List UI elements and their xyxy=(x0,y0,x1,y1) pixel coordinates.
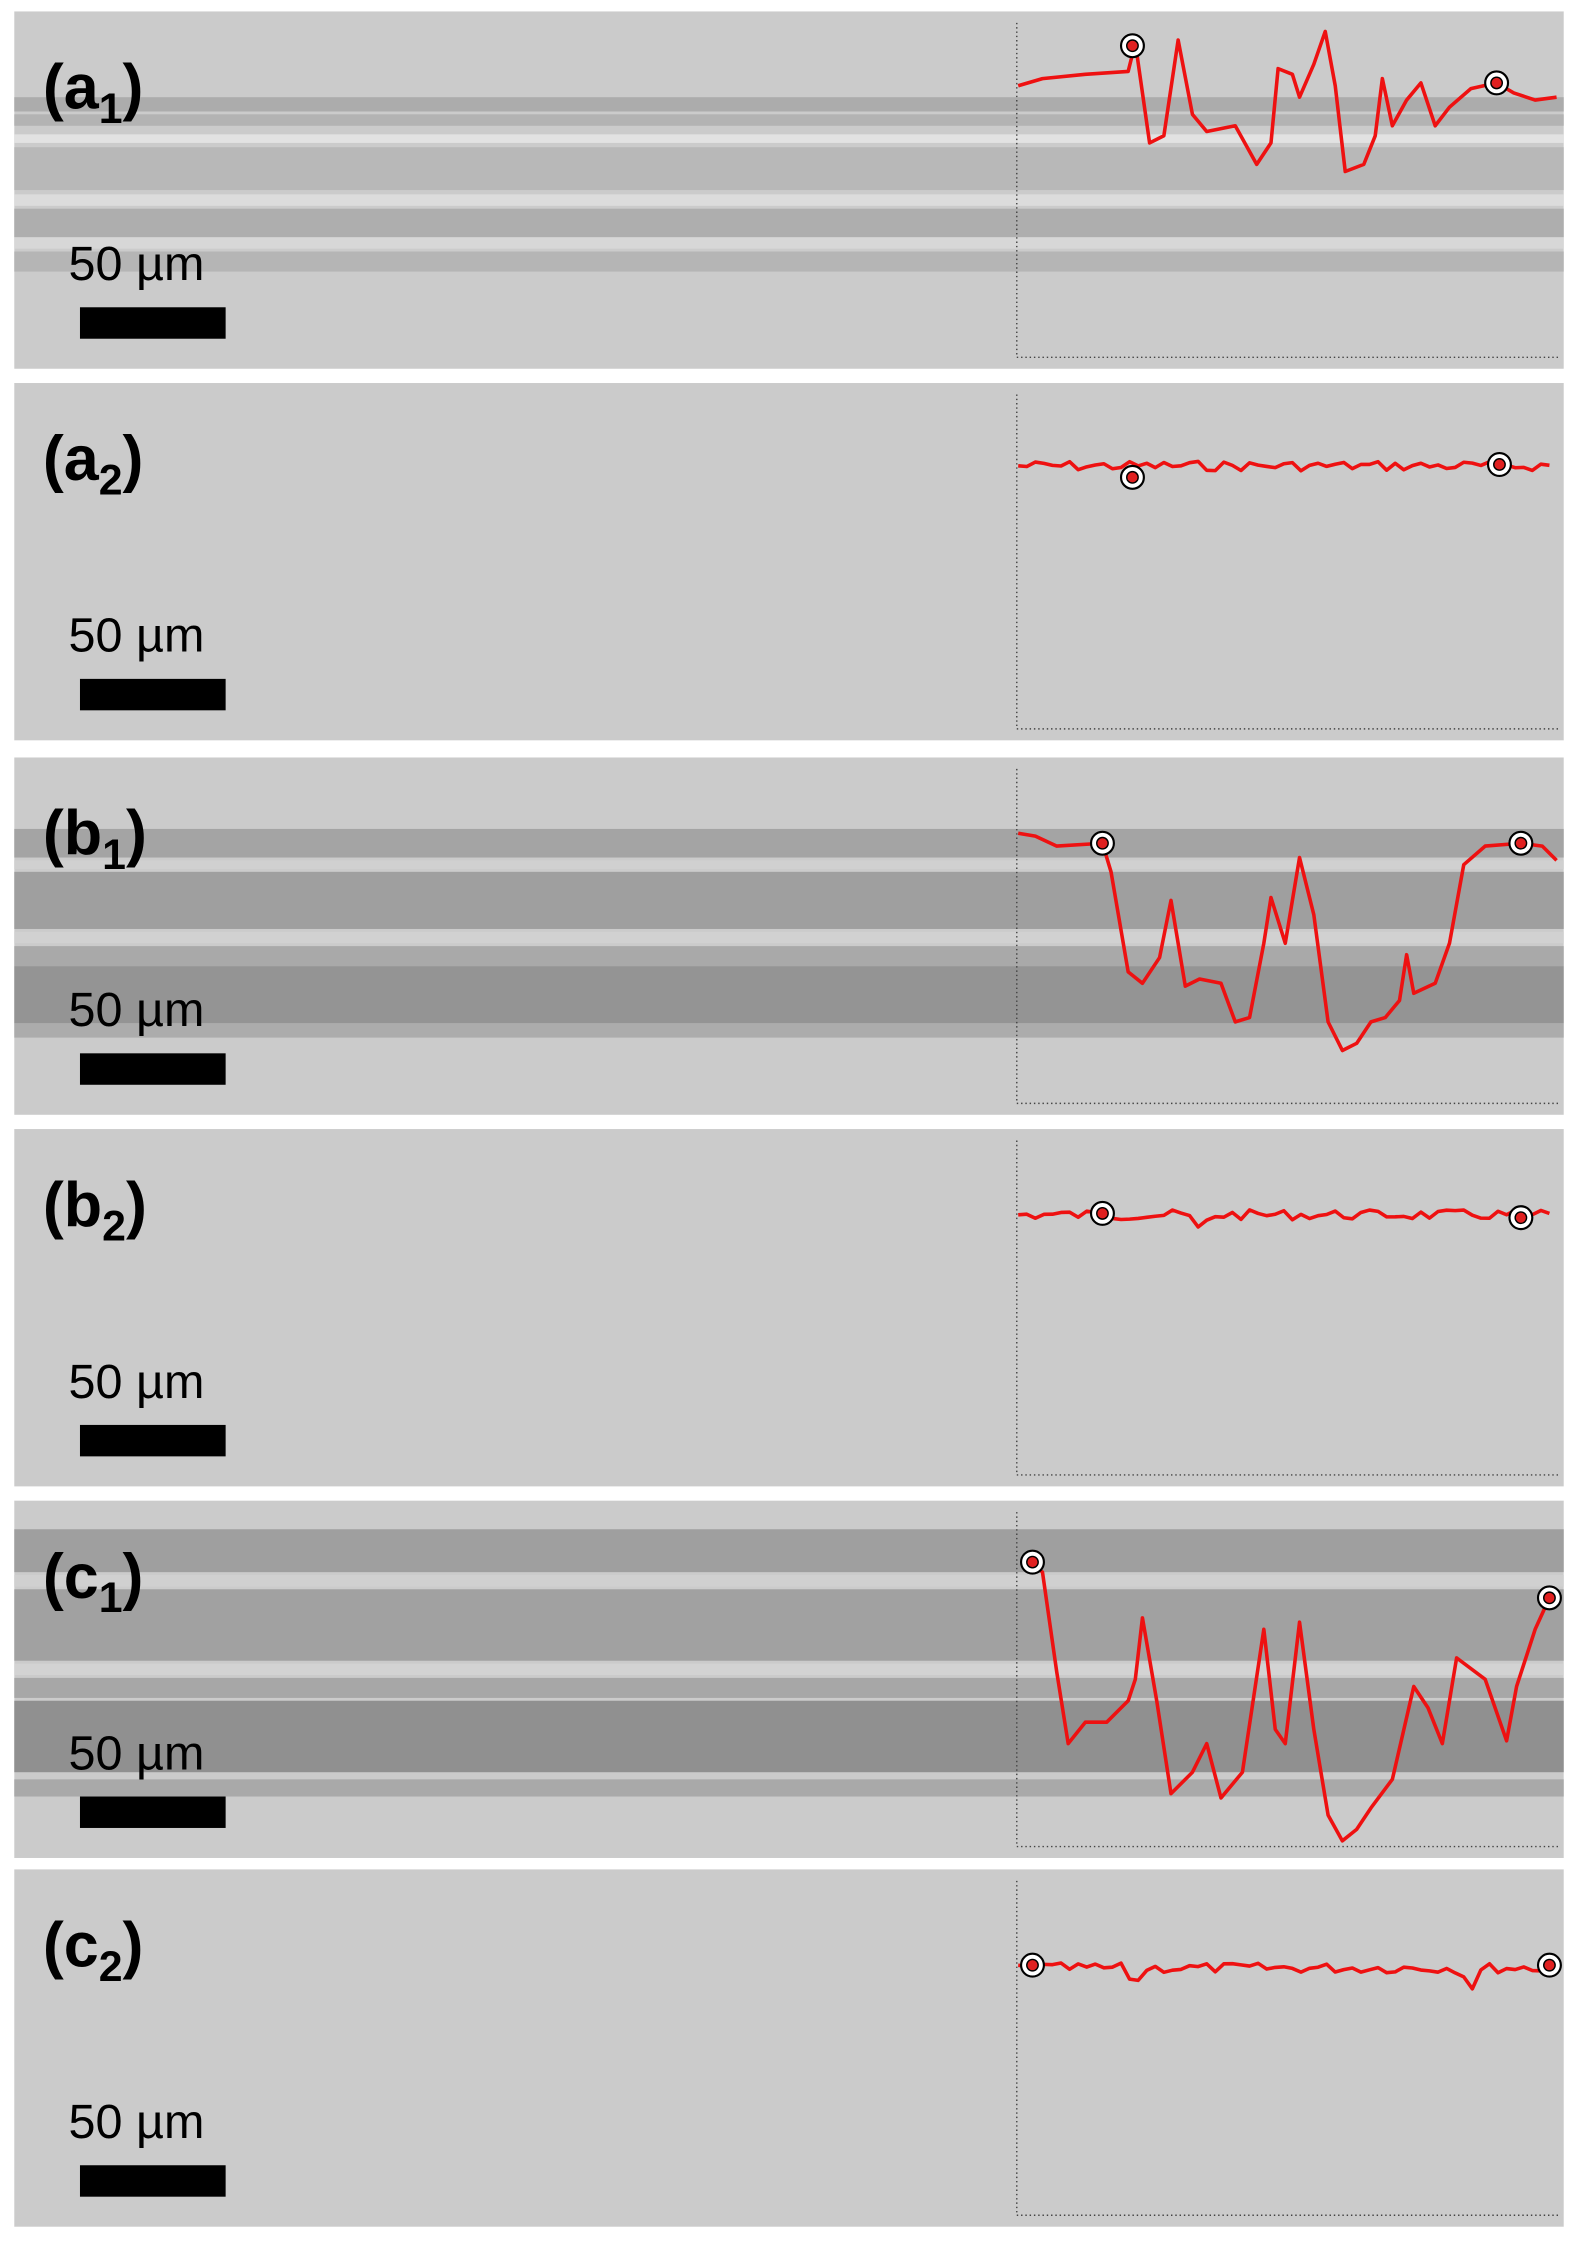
scale-bar-label: 50 µm xyxy=(69,1355,205,1409)
label-subscript: 1 xyxy=(99,85,123,133)
groove-stripe xyxy=(14,966,1564,1024)
profile-marker-dot xyxy=(1493,458,1506,471)
groove-stripe xyxy=(14,1677,1564,1698)
groove-stripe xyxy=(14,871,1564,929)
groove-stripe xyxy=(14,237,1564,249)
profile-marker-dot xyxy=(1026,1555,1039,1569)
profile-marker-dot xyxy=(1026,1958,1039,1972)
profile-marker-dot xyxy=(1543,1958,1556,1972)
micrograph xyxy=(14,383,1564,741)
panel-label: (a2) xyxy=(43,424,144,504)
label-close: ) xyxy=(123,1542,144,1612)
panel-label: (b2) xyxy=(43,1170,147,1250)
groove-stripe xyxy=(14,1574,1564,1587)
profile-line xyxy=(1018,459,1550,473)
panel-label: (b1) xyxy=(43,799,147,879)
panel: (b1) 50 µm xyxy=(14,757,1564,1115)
panel-label: (c1) xyxy=(43,1542,144,1622)
profile-line xyxy=(1027,1559,1552,1843)
label-subscript: 2 xyxy=(102,1203,126,1251)
groove-stripe xyxy=(14,828,1564,858)
profile-line xyxy=(1017,831,1558,1053)
groove-stripe xyxy=(14,208,1564,238)
scale-bar-label: 50 µm xyxy=(69,2095,205,2149)
scale-bar-label: 50 µm xyxy=(69,983,205,1037)
groove-stripe xyxy=(14,1779,1564,1797)
groove-stripe xyxy=(14,134,1564,143)
label-close: ) xyxy=(123,424,144,494)
groove-stripe xyxy=(14,1023,1564,1038)
scale-bar-label: 50 µm xyxy=(69,609,205,663)
groove-stripe xyxy=(14,147,1564,191)
panel-label: (c2) xyxy=(43,1911,144,1991)
profile-marker-dot xyxy=(1514,1211,1528,1225)
panel: (c2) 50 µm xyxy=(14,1869,1564,2227)
label-close: ) xyxy=(126,799,147,869)
profile-marker-dot xyxy=(1543,1591,1556,1605)
label-letter: (b xyxy=(43,799,102,869)
label-letter: (b xyxy=(43,1170,102,1240)
label-close: ) xyxy=(126,1170,147,1240)
groove-stripe xyxy=(14,251,1564,272)
groove-stripe xyxy=(14,860,1564,869)
label-letter: (c xyxy=(43,1911,99,1981)
label-letter: (a xyxy=(43,424,100,494)
profile-line xyxy=(1017,29,1557,174)
scale-bar xyxy=(79,307,226,339)
profile-marker-dot xyxy=(1096,836,1109,850)
groove-stripe xyxy=(14,946,1564,967)
label-close: ) xyxy=(123,1911,144,1981)
profile-marker-dot xyxy=(1126,39,1139,53)
scale-bar xyxy=(79,1796,226,1828)
groove-stripe xyxy=(14,1529,1564,1573)
groove-stripe xyxy=(14,194,1564,206)
groove-stripe xyxy=(14,1700,1564,1773)
profile-marker-dot xyxy=(1096,1206,1109,1220)
label-subscript: 2 xyxy=(99,456,123,504)
label-letter: (a xyxy=(43,53,100,123)
profile-marker-dot xyxy=(1126,470,1139,484)
profile-marker-dot xyxy=(1514,836,1528,850)
groove-stripe xyxy=(14,97,1564,112)
scale-bar xyxy=(79,1424,226,1457)
scale-bar xyxy=(79,678,226,711)
panel: (c1) 50 µm xyxy=(14,1500,1564,1858)
label-subscript: 1 xyxy=(102,831,126,879)
groove-stripe xyxy=(14,931,1564,944)
scale-bar-label: 50 µm xyxy=(69,237,205,291)
scale-bar xyxy=(79,2165,226,2197)
label-letter: (c xyxy=(43,1542,99,1612)
profile-marker-dot xyxy=(1490,76,1504,90)
panel-label: (a1) xyxy=(43,53,144,133)
scale-bar xyxy=(79,1053,226,1085)
panel: (b2) 50 µm xyxy=(14,1129,1564,1487)
profile-line xyxy=(1018,1961,1550,1991)
groove-stripe xyxy=(14,1589,1564,1661)
groove-stripe xyxy=(14,1663,1564,1676)
panel: (a2) 50 µm xyxy=(14,383,1564,741)
panel: (a1) 50 µm xyxy=(14,11,1564,369)
groove-stripe xyxy=(14,114,1564,126)
scale-bar-label: 50 µm xyxy=(69,1726,205,1780)
micrograph xyxy=(14,1869,1564,2227)
label-subscript: 2 xyxy=(99,1943,123,1991)
label-close: ) xyxy=(123,53,144,123)
micrograph xyxy=(14,1129,1564,1487)
label-subscript: 1 xyxy=(99,1574,123,1622)
